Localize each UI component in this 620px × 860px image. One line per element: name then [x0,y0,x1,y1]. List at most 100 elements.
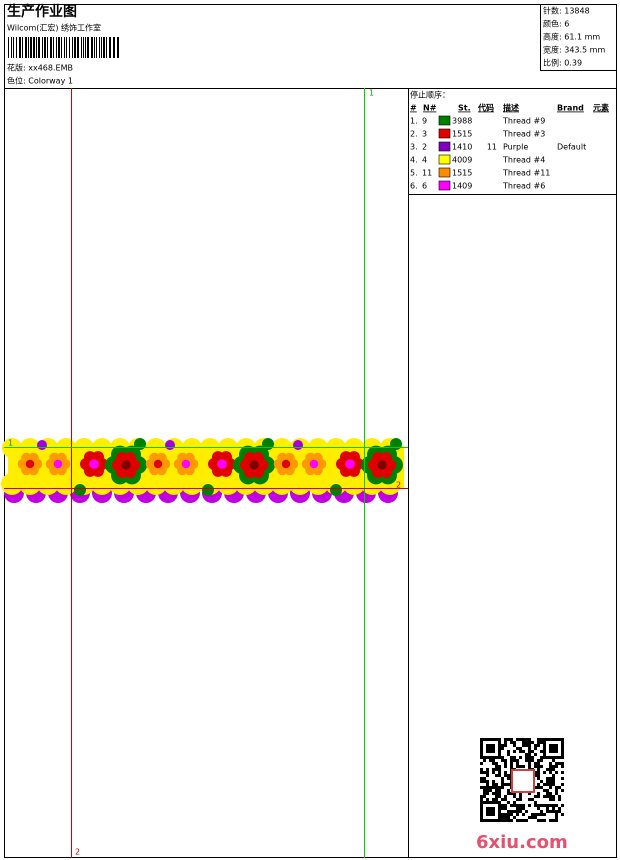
qr-module [549,777,552,780]
bar-stripe [96,37,97,58]
bar-stripe [103,37,105,58]
qr-module [507,753,510,756]
row-n: 2 [422,143,427,152]
frame [4,4,617,858]
qr-module [546,768,549,771]
leaf [262,438,274,450]
qr-module [555,804,558,807]
qr-module [516,765,519,768]
bar-stripe [16,37,17,58]
qr-module [528,744,531,747]
qr-module [507,801,510,804]
qr-module [528,804,531,807]
design: 花版: xx468.EMB [7,63,73,73]
qr-module [525,741,528,744]
qr-module [516,804,519,807]
qr-module [558,798,561,801]
qr-finder [486,744,495,753]
qr-module [528,747,531,750]
qr-module [498,765,501,768]
qr-module [537,762,540,765]
stops-title: 停止顺序： [410,90,450,100]
qr-module [540,738,543,741]
qr-module [483,789,486,792]
qr-module [540,756,543,759]
qr-module [480,798,483,801]
bar-stripe [109,37,111,58]
qr-module [522,750,525,753]
qr-module [480,771,483,774]
qr-module [483,771,486,774]
row-st: 1410 [452,143,472,152]
qr-module [492,768,495,771]
qr-module [561,762,564,765]
qr-module [561,777,564,780]
qr-module [498,789,501,792]
qr-module [540,786,543,789]
qr-module [546,780,549,783]
row-desc: Thread #3 [502,130,545,139]
bar-stripe [36,37,37,58]
qr-module [540,765,543,768]
flower-center [181,459,191,469]
qr-module [510,756,513,759]
bar-stripe [106,37,107,58]
qr-finder [486,807,495,816]
embroidery [1,438,404,503]
qr-module [522,807,525,810]
bud [37,440,47,450]
qr-module [540,813,543,816]
leaf [134,438,146,450]
leaf [390,438,402,450]
qr-module [534,786,537,789]
swatch [438,128,451,139]
qr-module [516,759,519,762]
qr-module [525,753,528,756]
row-desc: Thread #4 [502,156,545,165]
bar-stripe [13,37,14,58]
qr-finder [549,744,558,753]
qr-module [540,741,543,744]
qr-module [525,759,528,762]
qr-module [549,804,552,807]
qr-module [534,774,537,777]
swatch [438,180,451,191]
column-header: # [410,104,417,113]
qr-module [540,759,543,762]
qr-module [510,813,513,816]
row-n: 9 [422,117,427,126]
info-line: 高度: 61.1 mm [543,32,600,42]
flower-center [377,460,387,470]
qr-module [522,813,525,816]
qr-module [489,759,492,762]
qr-module [558,762,561,765]
qr-module [552,804,555,807]
bar-stripe [69,37,70,58]
qr-module [534,744,537,747]
qr-module [537,768,540,771]
qr-module [516,747,519,750]
qr-module [501,783,504,786]
qr-module [501,756,504,759]
qr-module [483,792,486,795]
qr-module [483,780,486,783]
qr-module [513,744,516,747]
qr-module [510,804,513,807]
qr-module [534,795,537,798]
qr-module [501,819,504,822]
qr-module [552,810,555,813]
qr-module [510,819,513,822]
bar-stripe [11,37,12,58]
guide-label: 2 [396,481,401,490]
qr-module [531,741,534,744]
qr-module [480,762,483,765]
qr-code [480,738,564,822]
qr-module [543,804,546,807]
qr-module [537,813,540,816]
qr-module [498,792,501,795]
qr-module [501,780,504,783]
qr-module [546,783,549,786]
qr-module [486,771,489,774]
qr-module [507,813,510,816]
column-header: St. [458,104,471,113]
